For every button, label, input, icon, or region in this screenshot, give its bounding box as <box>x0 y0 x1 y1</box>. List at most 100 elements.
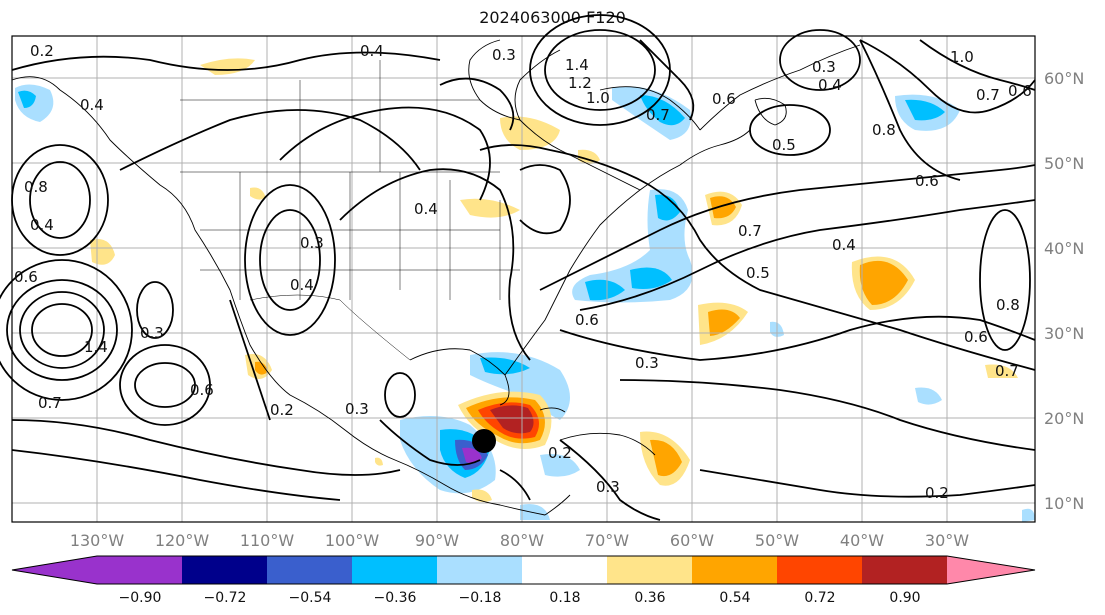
contour-label: 0.5 <box>772 136 796 154</box>
contour-label: 0.4 <box>832 236 856 254</box>
lon-label: 30°W <box>925 531 969 550</box>
contour-label: 0.6 <box>14 268 38 286</box>
contour-label: 0.2 <box>925 484 949 502</box>
contour-label: 0.4 <box>818 76 842 94</box>
contour-label: 0.6 <box>190 381 214 399</box>
lon-label: 130°W <box>70 531 125 550</box>
contour-label: 0.7 <box>646 106 670 124</box>
neg-anomaly-florida-core <box>480 357 530 375</box>
pos-anomaly-small-d <box>375 457 383 466</box>
contour-label: 0.4 <box>80 96 104 114</box>
lon-label: 40°W <box>840 531 884 550</box>
lon-label: 50°W <box>755 531 799 550</box>
colorbar-tick: 0.18 <box>549 590 580 606</box>
contour-label: 0.3 <box>812 58 836 76</box>
colorbar-tick: −0.90 <box>119 590 162 606</box>
coastlines <box>11 39 861 516</box>
contour-label: 1.4 <box>84 338 108 356</box>
colorbar-tick: 0.90 <box>889 590 920 606</box>
pos-anomaly-nw-atlantic-core <box>710 196 736 219</box>
lon-label: 90°W <box>415 531 459 550</box>
political-borders <box>180 60 520 361</box>
pos-anomaly-small-c <box>472 489 492 503</box>
map-border <box>11 35 1036 523</box>
pos-anomaly-central-atlantic-core <box>859 260 908 305</box>
contour-label: 0.6 <box>1008 82 1032 100</box>
colorbar-outline <box>11 555 1036 585</box>
contour-label: 0.2 <box>270 401 294 419</box>
lon-label: 100°W <box>325 531 380 550</box>
colorbar-segment <box>182 556 267 584</box>
colorbar-tick: 0.54 <box>719 590 750 606</box>
contour-label-group: 0.2 0.4 0.8 0.4 0.6 1.4 0.7 0.3 0.6 0.3 … <box>14 42 1032 502</box>
pos-anomaly-small-b <box>250 187 266 200</box>
pos-anomaly-lesser-antilles-core <box>650 439 682 477</box>
contour-label: 0.7 <box>976 86 1000 104</box>
lat-label: 10°N <box>1044 494 1084 513</box>
longitude-labels: 130°W 120°W 110°W 100°W 90°W 80°W 70°W 6… <box>70 531 969 550</box>
colorbar-tick: −0.54 <box>289 590 332 606</box>
contour-label: 0.8 <box>996 296 1020 314</box>
contour-label: 0.3 <box>492 46 516 64</box>
storm-center-marker <box>472 429 496 453</box>
contour-label: 0.7 <box>738 222 762 240</box>
contour-label: 0.5 <box>746 264 770 282</box>
colorbar-segment <box>97 556 182 584</box>
colorbar-segment <box>352 556 437 584</box>
contour-label: 0.3 <box>596 478 620 496</box>
neg-anomaly-central-america-extreme <box>462 447 482 464</box>
colorbar-segment <box>947 556 1035 584</box>
neg-anomaly-alaska-core <box>18 90 36 108</box>
contour-label: 0.4 <box>30 216 54 234</box>
contour-label: 0.8 <box>872 121 896 139</box>
contour-label: 0.4 <box>360 42 384 60</box>
neg-anomaly-caribbean <box>540 454 580 477</box>
neg-anomaly-mid-atlantic <box>915 387 942 405</box>
colorbar: −0.90 −0.72 −0.54 −0.36 −0.18 0.18 0.36 … <box>11 555 1036 606</box>
colorbar-tick: −0.36 <box>374 590 417 606</box>
colorbar-segment <box>862 556 947 584</box>
lon-label: 120°W <box>155 531 210 550</box>
contour-label: 0.8 <box>24 178 48 196</box>
lon-label: 70°W <box>585 531 629 550</box>
latitude-labels: 60°N 50°N 40°N 30°N 20°N 10°N <box>1044 69 1084 513</box>
contour-label: 0.4 <box>290 276 314 294</box>
contour-lines <box>0 14 1036 521</box>
lat-label: 30°N <box>1044 324 1084 343</box>
contour-label: 0.3 <box>300 234 324 252</box>
neg-anomaly-south <box>520 504 550 520</box>
lon-label: 80°W <box>500 531 544 550</box>
map-title: 2024063000 F120 <box>479 8 626 27</box>
pos-anomaly-hurricane-extreme <box>490 405 534 434</box>
contour-label: 0.3 <box>345 400 369 418</box>
neg-anomaly-gulf-stream-core-b <box>585 279 625 301</box>
contour-label: 0.6 <box>712 90 736 108</box>
contour-label: 1.0 <box>950 48 974 66</box>
colorbar-segment <box>607 556 692 584</box>
neg-anomaly-gulf-stream-core-c <box>630 267 672 289</box>
pos-anomaly-east <box>985 364 1018 378</box>
lat-label: 20°N <box>1044 409 1084 428</box>
colorbar-segment <box>437 556 522 584</box>
pos-anomaly-pacific-nw <box>200 58 255 75</box>
colorbar-tick: −0.18 <box>459 590 502 606</box>
colorbar-tick: −0.72 <box>204 590 247 606</box>
pos-anomaly-mexico-w-core <box>255 361 268 375</box>
contour-label: 0.3 <box>140 324 164 342</box>
contour-label: 0.6 <box>915 172 939 190</box>
contour-label: 0.7 <box>38 394 62 412</box>
contour-label: 0.2 <box>548 444 572 462</box>
contour-label: 0.6 <box>964 328 988 346</box>
lon-label: 110°W <box>240 531 295 550</box>
lat-label: 40°N <box>1044 239 1084 258</box>
contour-label: 0.7 <box>995 362 1019 380</box>
contour-label: 0.6 <box>575 311 599 329</box>
pos-anomaly-great-lakes <box>460 198 520 218</box>
gridlines <box>12 36 1035 522</box>
pos-anomaly-pacific-w <box>90 239 115 265</box>
pos-anomaly-small-a <box>578 149 600 164</box>
lat-label: 50°N <box>1044 154 1084 173</box>
neg-anomaly-gulf-stream-core-a <box>655 194 680 221</box>
contour-label: 1.4 <box>565 56 589 74</box>
